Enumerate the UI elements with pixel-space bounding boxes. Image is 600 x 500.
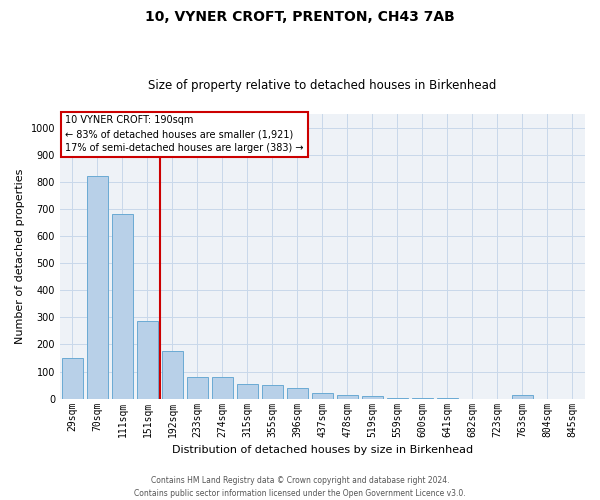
Bar (287, 388, 308, 398)
Bar (337, 396, 358, 398)
Bar (212, 378, 233, 398)
Title: Size of property relative to detached houses in Birkenhead: Size of property relative to detached ho… (148, 79, 497, 92)
X-axis label: Distribution of detached houses by size in Birkenhead: Distribution of detached houses by size … (172, 445, 473, 455)
Bar (187, 377, 208, 398)
Text: 10 VYNER CROFT: 190sqm
← 83% of detached houses are smaller (1,921)
17% of semi-: 10 VYNER CROFT: 190sqm ← 83% of detached… (65, 116, 304, 154)
Bar (512, 396, 533, 398)
Bar (112, 214, 133, 398)
Bar (87, 176, 108, 398)
Bar (162, 351, 183, 399)
Bar (62, 358, 83, 399)
Text: Contains HM Land Registry data © Crown copyright and database right 2024.
Contai: Contains HM Land Registry data © Crown c… (134, 476, 466, 498)
Y-axis label: Number of detached properties: Number of detached properties (15, 168, 25, 344)
Bar (137, 322, 158, 398)
Bar (312, 392, 333, 398)
Bar (237, 384, 258, 398)
Text: 10, VYNER CROFT, PRENTON, CH43 7AB: 10, VYNER CROFT, PRENTON, CH43 7AB (145, 10, 455, 24)
Bar (262, 385, 283, 398)
Bar (362, 396, 383, 398)
